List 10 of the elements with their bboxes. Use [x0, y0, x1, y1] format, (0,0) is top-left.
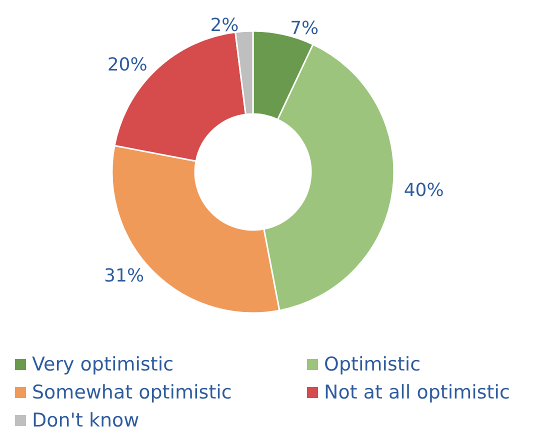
legend-label: Somewhat optimistic	[32, 382, 232, 404]
legend-label: Very optimistic	[32, 354, 174, 376]
legend-label: Don't know	[32, 410, 140, 432]
data-label: 40%	[404, 180, 444, 201]
legend-label: Not at all optimistic	[324, 382, 510, 404]
data-label: 7%	[290, 18, 319, 40]
data-label: 20%	[107, 54, 148, 76]
legend-label: Optimistic	[324, 354, 421, 376]
data-label: 31%	[104, 265, 144, 286]
data-label: 2%	[210, 14, 239, 36]
